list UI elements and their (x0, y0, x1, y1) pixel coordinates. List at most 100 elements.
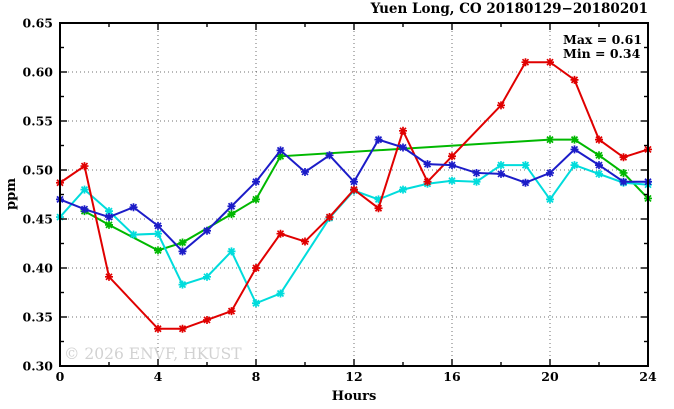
series-layer (56, 58, 652, 333)
data-point-green (252, 195, 260, 204)
y-tick-label: 0.40 (23, 261, 54, 276)
data-point-blue (276, 146, 285, 155)
data-point-blue (105, 213, 113, 222)
data-point-blue (80, 205, 89, 214)
chart-title: Yuen Long, CO 20180129−20180201 (370, 1, 648, 17)
data-point-blue (448, 161, 456, 170)
data-point-green (178, 238, 187, 247)
data-point-red (521, 58, 530, 67)
data-point-green (595, 151, 603, 160)
data-point-red (105, 272, 113, 281)
data-point-cyan (276, 289, 285, 298)
data-point-red (252, 264, 260, 272)
x-tick-label: 16 (443, 369, 461, 384)
data-point-blue (203, 226, 211, 235)
data-point-green (570, 135, 579, 144)
data-point-red (399, 126, 407, 135)
series-green (80, 135, 652, 255)
data-point-green (227, 210, 236, 219)
data-point-red (570, 75, 579, 84)
x-tick-label: 24 (639, 369, 657, 384)
data-point-green (619, 168, 628, 177)
data-point-blue (350, 177, 358, 186)
data-point-cyan (399, 185, 407, 194)
y-tick-label: 0.30 (23, 359, 54, 374)
watermark: © 2026 ENVF, HKUST (64, 345, 242, 363)
data-point-red (423, 177, 432, 186)
x-axis-label: Hours (332, 389, 377, 404)
data-point-red (301, 237, 309, 246)
data-point-cyan (472, 177, 481, 186)
data-point-red (154, 324, 162, 333)
data-point-blue (129, 203, 138, 212)
data-point-blue (252, 177, 260, 186)
x-tick-label: 8 (252, 369, 261, 384)
data-point-red (178, 324, 187, 333)
data-point-red (619, 153, 628, 162)
data-point-red (497, 101, 505, 110)
y-tick-label: 0.60 (23, 65, 54, 80)
x-tick-label: 12 (345, 369, 362, 384)
plot-border (59, 22, 649, 367)
data-point-green (105, 220, 113, 229)
tick-labels: 0 4 8 12 16 20 24 0.30 0.35 0.40 0.45 0.50 0.55 0.60 0… (23, 16, 657, 385)
data-point-cyan (203, 272, 211, 281)
data-point-cyan (374, 195, 383, 204)
data-point-cyan (595, 169, 603, 178)
y-tick-label: 0.45 (23, 212, 53, 227)
series-red (56, 58, 652, 333)
data-point-blue (374, 135, 383, 144)
data-point-cyan (154, 229, 162, 238)
data-point-red (595, 135, 603, 144)
y-axis-label: ppm (4, 178, 19, 210)
data-point-green (546, 135, 554, 144)
y-tick-label: 0.35 (23, 310, 53, 325)
data-point-red (80, 162, 89, 171)
data-point-red (546, 58, 554, 67)
data-point-blue (423, 160, 432, 169)
x-tick-label: 4 (154, 369, 163, 384)
data-point-blue (325, 151, 334, 160)
data-point-cyan (497, 161, 505, 170)
data-point-blue (497, 169, 505, 178)
data-point-blue (570, 145, 579, 154)
data-point-blue (399, 143, 407, 152)
y-tick-label: 0.50 (23, 163, 54, 178)
data-point-cyan (227, 247, 236, 256)
y-tick-label: 0.65 (23, 16, 53, 31)
data-point-cyan (521, 161, 530, 170)
data-point-cyan (252, 299, 260, 308)
data-point-cyan (129, 230, 138, 239)
data-point-red (374, 204, 383, 213)
data-point-red (448, 152, 456, 161)
data-point-blue (619, 177, 628, 186)
x-tick-label: 20 (541, 369, 559, 384)
annotation-max: Max = 0.61 (563, 32, 642, 47)
series-line-green (84, 138, 649, 252)
data-point-red (203, 315, 211, 324)
data-point-red (227, 307, 236, 316)
data-point-blue (154, 221, 162, 230)
data-point-cyan (546, 195, 554, 204)
data-point-blue (595, 161, 603, 170)
data-point-cyan (178, 280, 187, 289)
data-point-cyan (80, 185, 89, 194)
data-point-cyan (105, 207, 113, 216)
data-point-red (276, 229, 285, 238)
series-line-cyan (59, 163, 649, 305)
data-point-red (350, 185, 358, 194)
data-point-green (276, 152, 285, 161)
data-point-cyan (570, 161, 579, 170)
data-point-green (154, 246, 162, 255)
annotation-min: Min = 0.34 (563, 46, 641, 61)
data-point-blue (301, 167, 309, 176)
data-point-blue (227, 202, 236, 211)
x-tick-label: 0 (56, 369, 65, 384)
data-point-red (325, 213, 334, 222)
data-point-blue (178, 247, 187, 256)
data-point-blue (472, 168, 481, 177)
data-point-blue (521, 178, 530, 187)
data-point-cyan (448, 176, 456, 185)
y-tick-label: 0.55 (23, 114, 53, 129)
